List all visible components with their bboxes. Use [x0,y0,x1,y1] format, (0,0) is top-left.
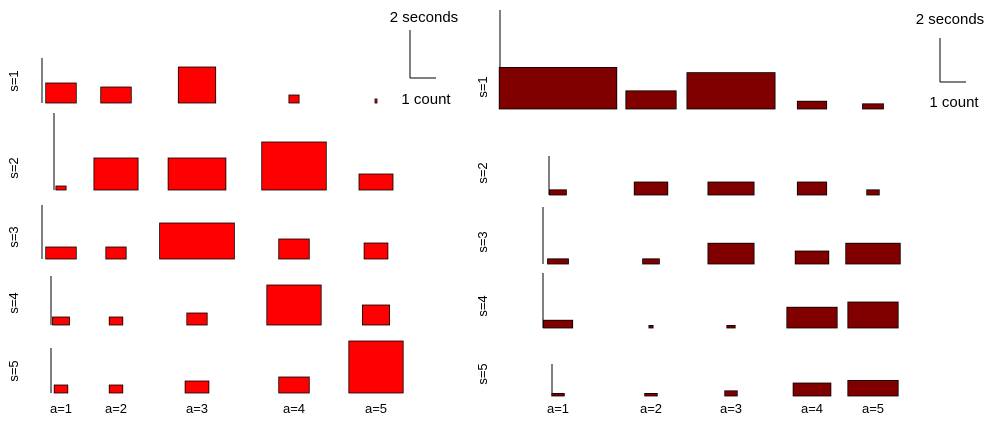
bar-s=2-a=5 [358,173,394,191]
bar-s=3-a=1 [547,258,569,265]
bar-s=1-a=5 [862,103,884,110]
bar-s=4-a=3 [186,312,208,326]
bar-s=1-a=4 [288,94,300,104]
bar-s=5-a=3 [184,380,210,394]
bar-s=1-a=3 [686,72,776,110]
bar-s=3-a=5 [845,242,901,265]
bar-s=4-a=3 [726,324,736,329]
scale-bar-time-label: 2 seconds [390,9,458,26]
row-label: s=3 [475,231,490,252]
bar-s=5-a=5 [847,379,899,397]
bar-s=5-a=4 [792,382,832,397]
row-label: s=5 [475,363,490,384]
bar-s=4-a=5 [847,301,899,329]
bar-s=5-a=1 [551,392,565,397]
row-label: s=2 [6,157,21,178]
x-tick-label: a=2 [105,401,127,416]
bar-s=5-a=3 [724,390,738,397]
x-tick-label: a=3 [186,401,208,416]
bar-s=5-a=5 [348,340,404,394]
bar-s=3-a=4 [794,250,830,265]
bar-s=2-a=3 [707,181,755,196]
bar-s=1-a=1 [498,67,618,110]
x-tick-label: a=4 [801,401,823,416]
bar-s=5-a=2 [108,384,124,394]
row-label: s=1 [475,76,490,97]
bar-s=3-a=5 [363,242,389,260]
bar-s=4-a=4 [786,306,838,329]
bar-s=3-a=3 [707,242,755,265]
x-tick-label: a=2 [640,401,662,416]
bar-s=2-a=3 [167,157,227,191]
bar-s=2-a=1 [55,185,67,191]
scale-bar-time-label: 2 seconds [916,11,984,28]
row-label: s=3 [6,226,21,247]
bar-s=5-a=1 [53,384,69,394]
bar-s=4-a=2 [108,316,124,326]
x-tick-label: a=3 [720,401,742,416]
bar-s=2-a=4 [261,141,327,191]
bar-s=3-a=1 [45,246,77,260]
row-label: s=2 [475,162,490,183]
x-tick-label: a=5 [862,401,884,416]
bar-s=1-a=4 [796,100,828,110]
x-tick-label: a=1 [50,401,72,416]
bar-s=5-a=4 [278,376,310,394]
bar-s=1-a=5 [374,98,378,104]
row-label: s=4 [475,295,490,316]
row-label: s=5 [6,360,21,381]
left-panel: 2 seconds 1 count s=1 s=2 s=3 s=4 s=5 a=1 a=2 a=3… [6,9,458,416]
bar-s=3-a=2 [105,246,127,260]
x-tick-label: a=1 [547,401,569,416]
bar-s=4-a=1 [52,316,70,326]
scale-bar-count-label: 1 count [929,94,979,111]
right-panel: 2 seconds 1 count s=1 s=2 s=3 s=4 s=5 a=1 a=2 a=3… [475,10,984,416]
bar-s=3-a=2 [642,258,660,265]
bar-s=3-a=3 [159,222,235,260]
bar-s=4-a=2 [648,324,654,329]
bar-s=1-a=1 [45,82,77,104]
row-label: s=1 [6,70,21,91]
bar-s=2-a=2 [93,157,139,191]
bar-s=2-a=2 [633,181,669,196]
bar-s=4-a=1 [542,319,574,329]
row-label: s=4 [6,292,21,313]
bar-s=2-a=4 [796,181,828,196]
bar-s=3-a=4 [278,238,310,260]
bar-s=5-a=2 [644,392,658,397]
bar-s=2-a=5 [866,189,880,196]
bar-s=2-a=1 [549,189,567,196]
bar-s=4-a=5 [361,304,390,326]
bar-s=1-a=2 [625,90,677,110]
bar-s=1-a=3 [177,66,217,104]
x-tick-label: a=4 [283,401,305,416]
x-tick-label: a=5 [365,401,387,416]
bar-s=1-a=2 [100,86,132,104]
bar-s=4-a=4 [266,284,322,326]
scale-bar-count-label: 1 count [401,91,451,108]
